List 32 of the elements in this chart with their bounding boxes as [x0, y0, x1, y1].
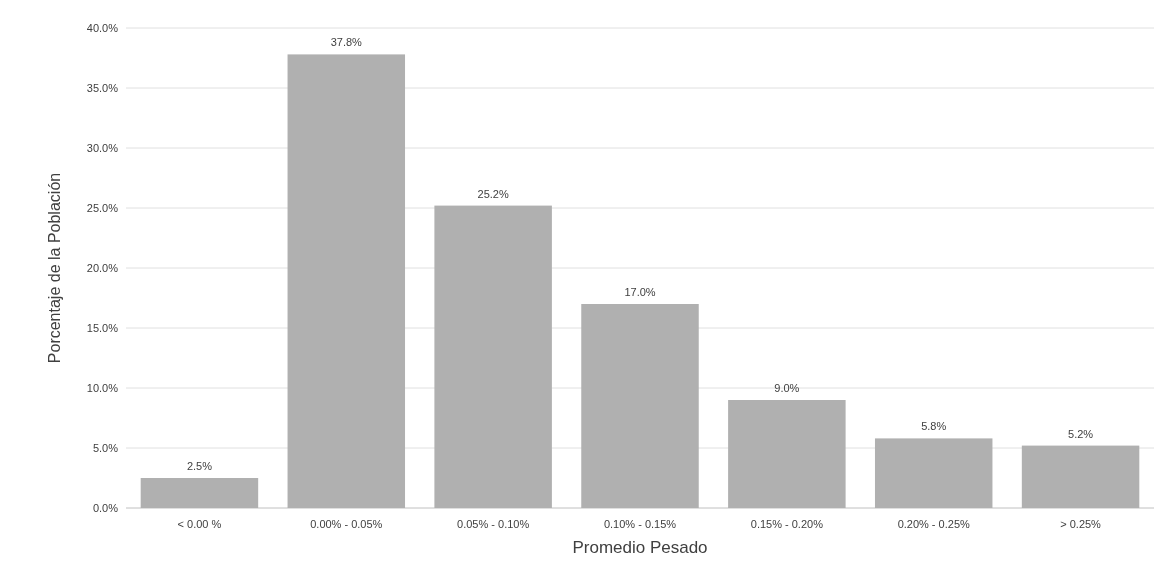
data-label: 2.5%	[186, 460, 213, 472]
bar	[434, 205, 552, 508]
y-tick-label: 30.0%	[86, 141, 119, 154]
x-axis-title: Promedio Pesado	[572, 538, 708, 557]
data-label: 5.8%	[921, 420, 947, 433]
x-tick-label: 0.00% - 0.05%	[310, 518, 383, 530]
bar	[874, 438, 993, 508]
y-tick-label: 5.0%	[92, 441, 119, 454]
bar	[728, 400, 846, 508]
y-tick-label: 15.0%	[86, 321, 119, 334]
y-axis-title: Porcentaje de la Población	[46, 172, 63, 364]
x-tick-label: > 0.25%	[1060, 518, 1102, 530]
x-tick-label: 0.05% - 0.10%	[457, 518, 530, 530]
bar	[287, 54, 406, 508]
data-label: 9.0%	[774, 382, 800, 394]
bar	[140, 478, 259, 508]
y-tick-label: 0.0%	[92, 501, 119, 514]
y-tick-label: 25.0%	[86, 201, 119, 214]
y-tick-label: 40.0%	[86, 21, 119, 34]
x-tick-label: < 0.00 %	[177, 518, 222, 530]
x-tick-label: 0.15% - 0.20%	[750, 518, 824, 530]
y-tick-label: 10.0%	[86, 381, 119, 394]
data-label: 5.2%	[1068, 427, 1094, 440]
data-label: 37.8%	[330, 36, 363, 49]
x-tick-label: 0.20% - 0.25%	[897, 518, 971, 530]
y-tick-label: 20.0%	[86, 261, 119, 274]
data-label: 17.0%	[624, 286, 656, 298]
y-tick-label: 35.0%	[86, 81, 119, 94]
bar	[581, 304, 699, 508]
x-tick-label: 0.10% - 0.15%	[603, 518, 677, 530]
data-label: 25.2%	[477, 187, 509, 200]
bar	[1021, 445, 1140, 508]
